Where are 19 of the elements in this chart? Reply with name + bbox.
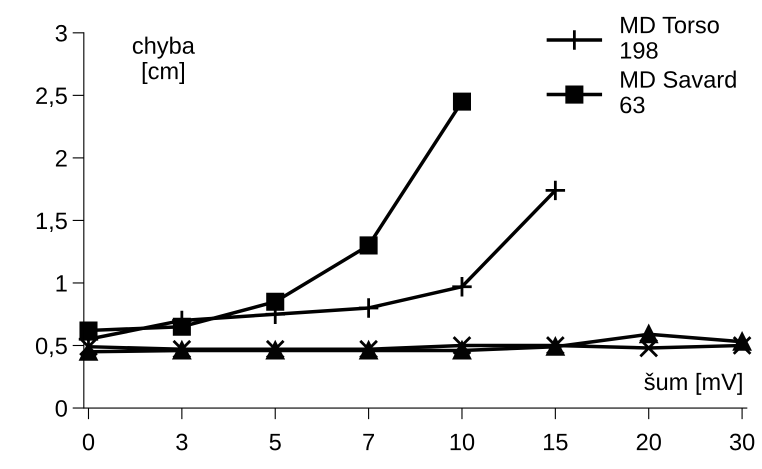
x-tick-label: 30 [730,434,754,450]
x-tick-label: 20 [636,434,661,450]
y-tick-label: 2 [56,150,67,166]
y-tick-label: 0,5 [36,338,67,358]
y-tick-label: 0 [56,400,67,417]
y-tick-label: 2,5 [36,87,67,107]
legend-label: MD Savard 63 [620,70,736,114]
y-tick-label: 1 [56,275,67,292]
x-tick-label: 10 [450,434,474,450]
x-tick-label: 0 [82,434,94,450]
x-tick-label: 5 [270,434,281,450]
y-tick-label: 1,5 [36,212,67,232]
legend-label: MD Torso 198 [621,16,719,59]
x-axis-title: šum [mV] [644,372,742,395]
x-tick-label: 15 [544,434,568,450]
y-axis-title: chyba [cm] [132,36,195,84]
x-tick-label: 3 [176,434,188,450]
y-tick-label: 3 [56,24,67,42]
x-tick-label: 7 [363,434,374,450]
